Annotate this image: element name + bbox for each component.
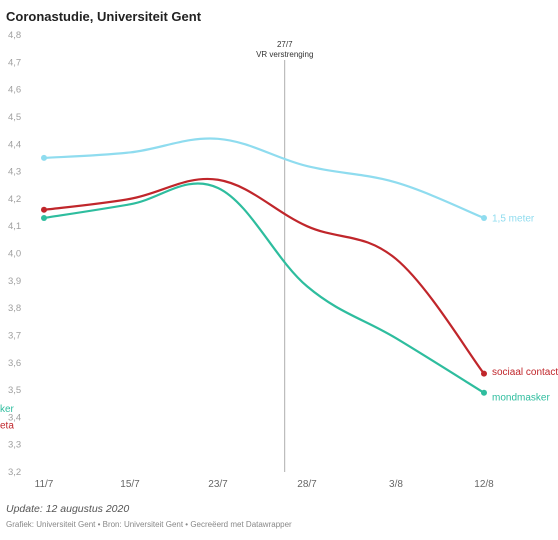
- x-tick-label: 3/8: [389, 479, 403, 490]
- x-tick-label: 11/7: [35, 479, 54, 490]
- y-tick-label: 4,1: [8, 221, 21, 232]
- y-tick-label: 3,2: [8, 467, 21, 478]
- series-label: sociaal contact: [492, 367, 558, 378]
- x-tick-label: 12/8: [474, 479, 494, 490]
- y-tick-label: 3,8: [8, 303, 21, 314]
- x-tick-label: 28/7: [297, 479, 317, 490]
- data-point: [41, 214, 47, 221]
- data-point: [481, 389, 487, 396]
- series-label-fragment: eta: [0, 421, 14, 432]
- y-tick-label: 3,4: [8, 412, 21, 423]
- x-tick-label: 15/7: [120, 479, 140, 490]
- y-tick-label: 3,6: [8, 358, 21, 369]
- y-tick-label: 4,2: [8, 194, 21, 205]
- data-point: [481, 214, 487, 221]
- y-tick-label: 3,7: [8, 330, 21, 341]
- update-note: Update: 12 augustus 2020: [6, 503, 130, 515]
- series-line: [42, 137, 486, 220]
- source-note: Grafiek: Universiteit Gent • Bron: Unive…: [6, 520, 292, 529]
- y-tick-label: 4,6: [8, 85, 21, 96]
- data-point: [41, 154, 47, 161]
- line-chart: 4,8 4,7 4,6 4,5 4,4 4,3 4,2 4,1 4,0 3,9 3,8 3,7 3,6 3…: [0, 30, 558, 490]
- annotation-date: 27/7: [277, 40, 293, 49]
- data-point: [481, 370, 487, 377]
- y-tick-label: 3,5: [8, 385, 21, 396]
- x-tick-label: 23/7: [208, 479, 228, 490]
- y-tick-label: 3,9: [8, 276, 21, 287]
- y-tick-label: 4,5: [8, 112, 21, 123]
- y-axis-ticks: 4,8 4,7 4,6 4,5 4,4 4,3 4,2 4,1 4,0 3,9 3,8 3,7 3,6 3…: [8, 30, 21, 478]
- chart-title: Coronastudie, Universiteit Gent: [6, 9, 202, 24]
- data-point: [41, 206, 47, 213]
- annotation-text: VR verstrenging: [256, 50, 313, 59]
- series-labels: 1,5 meter sociaal contact mondmasker ker eta: [0, 213, 558, 431]
- event-annotation: 27/7VR verstrenging: [256, 40, 313, 472]
- y-tick-label: 3,3: [8, 440, 21, 451]
- y-tick-label: 4,3: [8, 167, 21, 178]
- y-tick-label: 4,7: [8, 57, 21, 68]
- y-tick-label: 4,0: [8, 249, 21, 260]
- y-tick-label: 4,8: [8, 30, 21, 41]
- series-label: mondmasker: [492, 392, 550, 403]
- y-tick-label: 4,4: [8, 139, 21, 150]
- x-axis-ticks: 11/7 15/7 23/7 28/7 3/8 12/8: [35, 479, 495, 490]
- series-line: [42, 182, 486, 394]
- series-label-fragment: ker: [0, 404, 15, 415]
- series-line: [42, 177, 486, 375]
- series-label: 1,5 meter: [492, 213, 535, 224]
- series-lines: [41, 137, 487, 396]
